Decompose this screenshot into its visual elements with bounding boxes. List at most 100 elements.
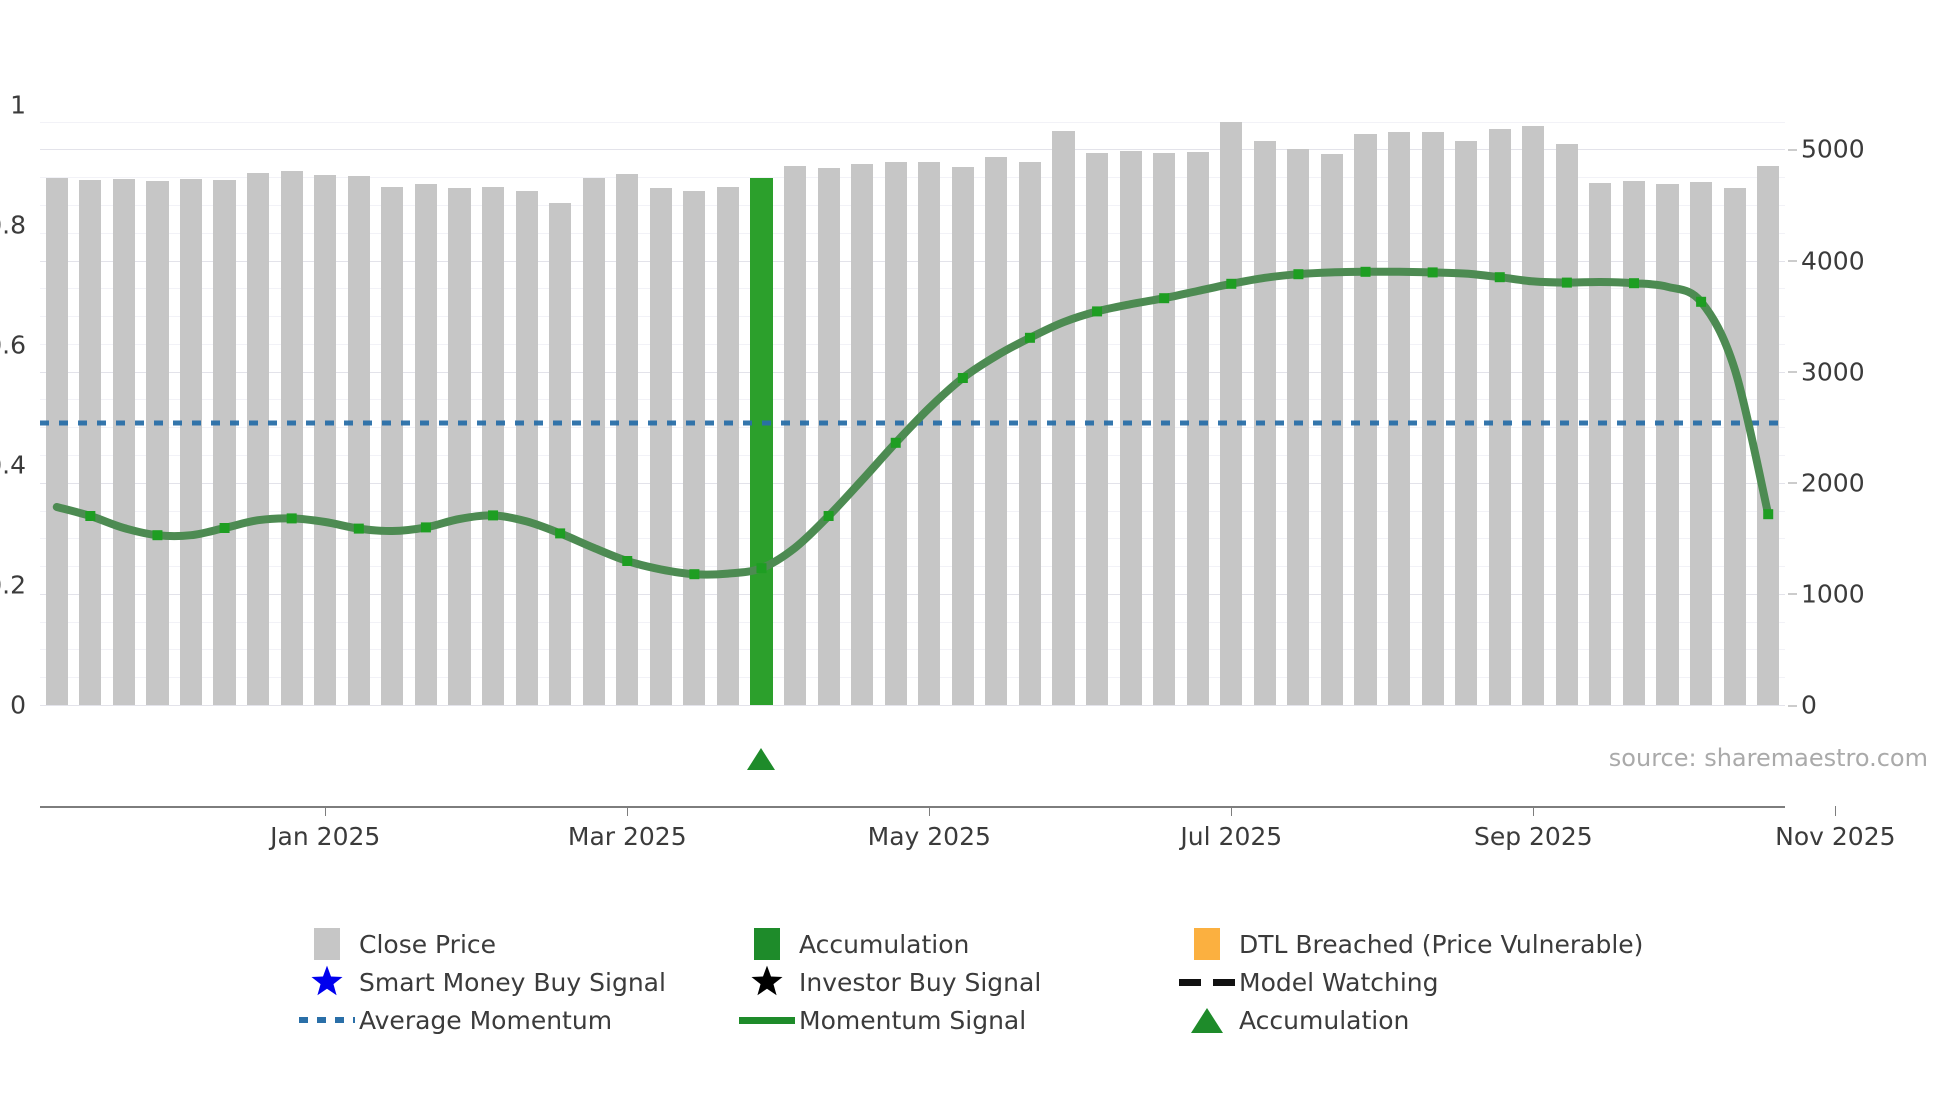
x-axis-tick-mark	[325, 806, 327, 816]
legend-swatch	[295, 1001, 359, 1039]
x-axis-tick-label: Jan 2025	[270, 822, 381, 851]
bar-close-price	[1589, 182, 1612, 705]
dotted-line-icon	[299, 1017, 355, 1023]
momentum-point-marker	[1561, 277, 1572, 288]
gridline	[40, 677, 1785, 679]
legend-label: Model Watching	[1239, 967, 1439, 997]
bar-close-price	[817, 168, 840, 705]
x-axis-tick-label: Mar 2025	[567, 822, 687, 851]
bar-close-price	[146, 180, 169, 705]
bar-close-price	[414, 183, 437, 705]
gridline	[40, 205, 1785, 206]
gridline	[40, 538, 1785, 540]
y-axis-left-tick-label: 0.2	[0, 570, 26, 600]
momentum-point-marker	[286, 513, 297, 524]
legend-label: Accumulation	[1239, 1005, 1410, 1035]
legend-smart-money-buy[interactable]: Smart Money Buy Signal	[295, 963, 735, 1001]
bar-close-price	[1119, 150, 1142, 705]
legend-label: Smart Money Buy Signal	[359, 967, 666, 997]
y-axis-right-tick-mark	[1788, 260, 1797, 262]
plot-area: 0 0.2 0.4 0.6 0.8 1 0 1000 2000 3000 4000 5000	[0, 91, 1865, 720]
momentum-point-marker	[1360, 266, 1371, 277]
bar-close-price	[112, 178, 135, 705]
accumulation-triangle-marker	[747, 748, 776, 770]
y-axis-left-tick-label: 1	[10, 90, 26, 120]
legend-swatch	[1175, 1001, 1239, 1039]
square-swatch-icon	[314, 928, 340, 960]
gridline	[40, 121, 1785, 123]
legend-label: Average Momentum	[359, 1005, 613, 1035]
y-axis-left-tick-label: 0.4	[0, 450, 26, 480]
momentum-point-marker	[1427, 267, 1438, 278]
legend-investor-buy[interactable]: Investor Buy Signal	[735, 963, 1175, 1001]
legend-momentum-signal[interactable]: Momentum Signal	[735, 1001, 1175, 1039]
bar-close-price	[1320, 153, 1344, 705]
gridline	[40, 455, 1785, 456]
gridline	[40, 177, 1785, 179]
y-axis-right-tick-label: 4000	[1788, 246, 1865, 275]
x-axis-line	[40, 806, 1785, 808]
momentum-point-marker	[957, 373, 968, 383]
momentum-point-marker	[756, 563, 767, 574]
bar-close-price	[45, 178, 68, 705]
y-axis-right-tick-mark	[1788, 705, 1797, 706]
bar-close-price	[1522, 126, 1545, 705]
x-axis-tick-mark	[1231, 806, 1233, 816]
momentum-point-marker	[1494, 272, 1505, 283]
momentum-point-marker	[1024, 332, 1035, 343]
bar-close-price	[851, 163, 874, 705]
momentum-point-marker	[219, 523, 230, 533]
legend-swatch	[735, 925, 799, 963]
momentum-point-marker	[152, 530, 163, 541]
bar-close-price	[649, 187, 672, 705]
bar-close-price	[314, 175, 337, 705]
y-axis-right-tick-mark	[1788, 149, 1797, 151]
legend-swatch	[735, 963, 799, 1001]
bar-close-price	[247, 172, 270, 705]
bar-close-price	[1018, 162, 1042, 705]
bar-close-price	[1153, 153, 1176, 705]
y-axis-left-tick-label: 0.8	[0, 210, 26, 240]
legend-model-watching[interactable]: Model Watching	[1175, 963, 1695, 1001]
gridline	[40, 510, 1785, 512]
legend-dtl-breached[interactable]: DTL Breached (Price Vulnerable)	[1175, 925, 1695, 963]
bar-close-price	[783, 166, 807, 705]
bar-close-price	[1052, 130, 1075, 705]
bar-close-price	[951, 166, 974, 705]
y-axis-right-tick-label: 2000	[1788, 468, 1865, 497]
momentum-point-marker	[1293, 269, 1304, 280]
bar-close-price	[213, 180, 236, 705]
bar-close-price	[582, 178, 605, 705]
legend-accumulation-marker[interactable]: Accumulation	[1175, 1001, 1695, 1039]
gridline	[40, 566, 1785, 568]
legend-close-price[interactable]: Close Price	[295, 925, 735, 963]
momentum-point-marker	[890, 437, 901, 448]
y-axis-left-tick-label: 0	[10, 690, 26, 720]
gridline	[40, 399, 1785, 401]
legend-average-momentum[interactable]: Average Momentum	[295, 1001, 735, 1039]
star-icon	[751, 965, 783, 996]
legend-label: Investor Buy Signal	[799, 967, 1042, 997]
bar-close-price	[549, 202, 572, 705]
bar-close-price	[347, 175, 370, 705]
x-axis-tick-mark	[929, 806, 931, 816]
square-swatch-icon	[1194, 928, 1220, 960]
momentum-point-marker	[85, 511, 96, 521]
bar-close-price	[1622, 181, 1646, 705]
bar-close-price	[1085, 152, 1109, 705]
legend-label: Accumulation	[799, 929, 970, 959]
legend-label: Momentum Signal	[799, 1005, 1027, 1035]
gridline	[40, 621, 1785, 623]
legend-swatch	[735, 1001, 799, 1039]
momentum-point-marker	[1092, 306, 1103, 317]
legend-accumulation-bar[interactable]: Accumulation	[735, 925, 1175, 963]
x-axis-tick-mark	[1533, 806, 1535, 816]
momentum-point-marker	[488, 510, 499, 521]
momentum-point-marker	[1226, 278, 1237, 289]
bar-close-price	[1723, 188, 1746, 705]
gridline	[40, 371, 1785, 373]
legend-swatch	[1175, 963, 1239, 1001]
chart-legend: Close Price Accumulation DTL Breached (Pri…	[295, 925, 1695, 1039]
legend-swatch	[295, 925, 359, 963]
